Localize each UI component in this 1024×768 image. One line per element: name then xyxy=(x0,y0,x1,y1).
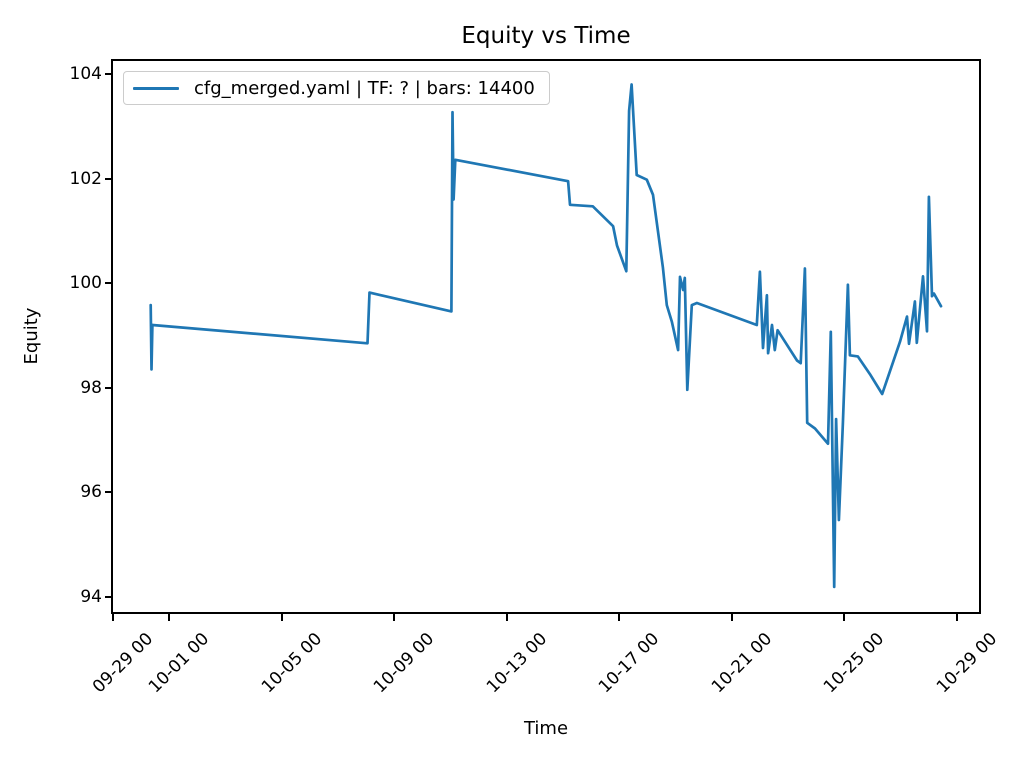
y-tick-label: 100 xyxy=(69,273,102,294)
x-tick-mark xyxy=(280,613,283,621)
legend-series-label: cfg_merged.yaml | TF: ? | bars: 14400 xyxy=(194,77,535,99)
x-tick-mark xyxy=(505,613,508,621)
legend-line-sample xyxy=(133,86,179,90)
y-tick-label: 104 xyxy=(69,64,102,85)
x-tick-mark xyxy=(112,613,114,621)
y-tick-mark xyxy=(105,73,113,76)
x-tick-mark xyxy=(843,613,846,621)
x-tick-mark xyxy=(618,613,621,621)
equity-line-series xyxy=(149,83,943,589)
x-tick-mark xyxy=(955,613,958,621)
chart-title: Equity vs Time xyxy=(461,23,631,49)
y-tick-mark xyxy=(105,386,113,389)
x-tick-mark xyxy=(168,613,171,621)
x-axis-label: Time xyxy=(523,718,569,739)
y-tick-label: 98 xyxy=(80,377,102,398)
y-tick-mark xyxy=(105,491,113,494)
y-tick-label: 96 xyxy=(80,482,102,503)
y-tick-label: 102 xyxy=(69,168,102,189)
y-tick-label: 94 xyxy=(80,586,102,607)
x-tick-mark xyxy=(730,613,733,621)
y-tick-mark xyxy=(105,177,113,180)
y-tick-mark xyxy=(105,595,113,598)
equity-line-chart xyxy=(149,83,943,589)
x-tick-mark xyxy=(393,613,396,621)
legend: cfg_merged.yaml | TF: ? | bars: 14400 xyxy=(123,71,550,105)
y-tick-mark xyxy=(105,282,113,285)
